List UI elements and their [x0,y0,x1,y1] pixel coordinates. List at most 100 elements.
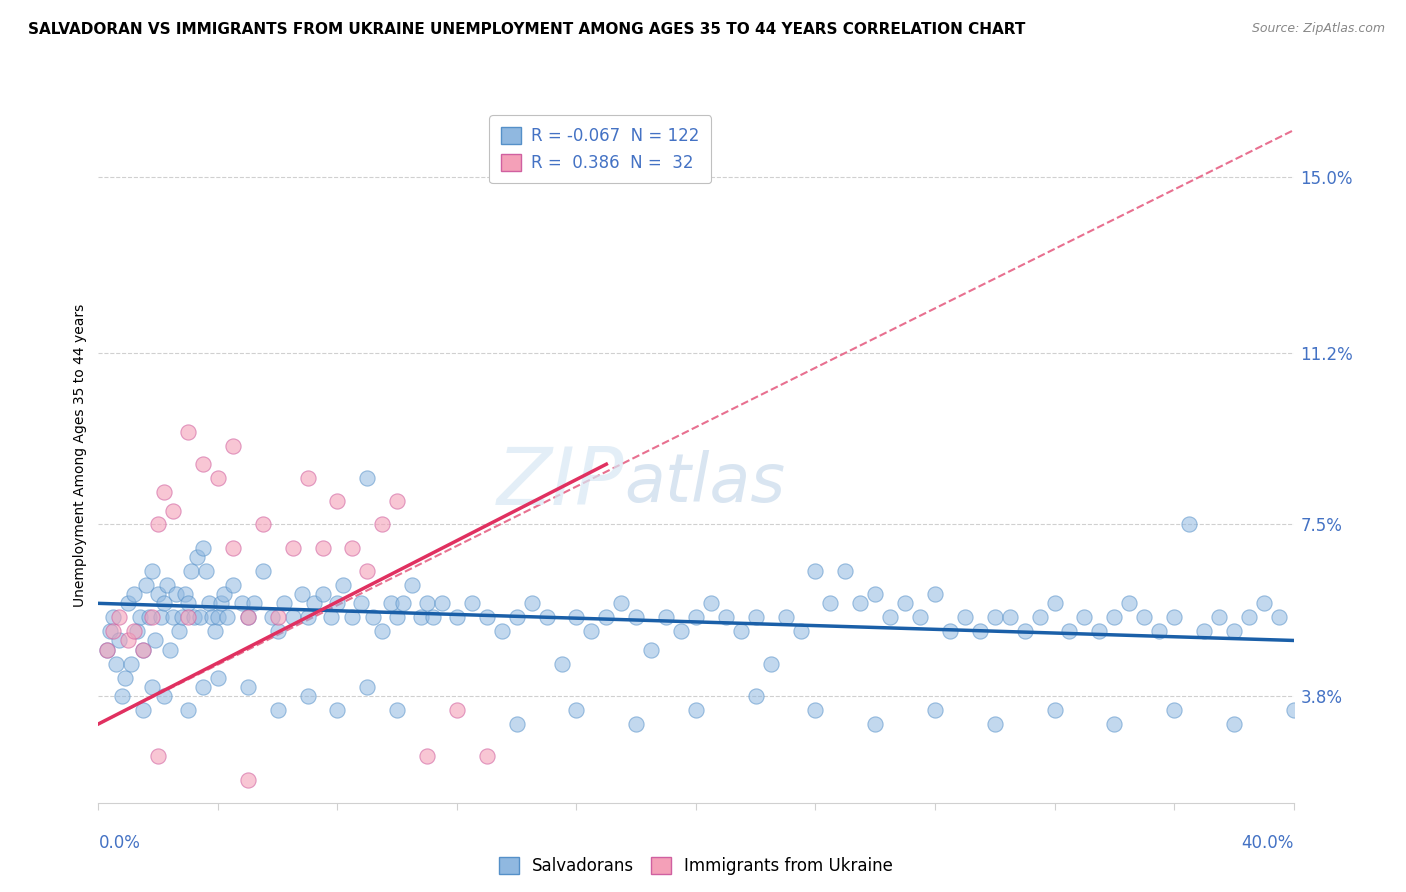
Point [143,633,166,648]
Point [1222,717,1246,731]
Point [222,578,245,592]
Point [177,703,200,717]
Point [201,610,224,624]
Point [350,596,373,610]
Point [461,596,484,610]
Point [100,624,122,639]
Point [191,457,214,471]
Point [371,624,394,639]
Point [159,642,181,657]
Point [180,564,202,578]
Point [655,610,678,624]
Point [1237,610,1260,624]
Point [1178,517,1201,532]
Point [172,610,194,624]
Point [953,610,976,624]
Point [207,471,229,485]
Text: Source: ZipAtlas.com: Source: ZipAtlas.com [1251,22,1385,36]
Point [96,642,118,657]
Point [385,703,409,717]
Point [356,564,378,578]
Point [1282,703,1305,717]
Point [148,587,170,601]
Point [186,549,208,564]
Point [1088,624,1111,639]
Point [1059,624,1081,639]
Point [141,610,163,624]
Point [446,610,468,624]
Point [204,624,226,639]
Point [281,541,304,555]
Point [1102,610,1125,624]
Point [215,610,238,624]
Point [153,689,176,703]
Legend: Salvadorans, Immigrants from Ukraine: Salvadorans, Immigrants from Ukraine [489,847,903,885]
Point [1043,703,1066,717]
Point [820,596,842,610]
Point [565,610,588,624]
Point [1043,596,1066,610]
Point [1118,596,1140,610]
Text: ZIP: ZIP [496,443,624,522]
Point [416,749,439,764]
Point [520,596,543,610]
Point [198,596,221,610]
Point [267,703,290,717]
Point [108,633,131,648]
Point [167,624,190,639]
Point [273,596,295,610]
Point [475,749,498,764]
Point [1208,610,1230,624]
Point [581,624,603,639]
Point [297,610,319,624]
Point [550,657,572,671]
Point [111,689,134,703]
Point [863,717,887,731]
Point [863,587,887,601]
Point [908,610,931,624]
Point [1147,624,1170,639]
Point [1014,624,1036,639]
Point [894,596,917,610]
Point [401,578,423,592]
Point [1028,610,1050,624]
Point [153,596,176,610]
Point [371,517,394,532]
Point [1267,610,1289,624]
Point [775,610,797,624]
Point [506,717,529,731]
Point [626,610,648,624]
Point [804,703,827,717]
Point [108,610,131,624]
Point [411,610,433,624]
Point [207,610,229,624]
Point [188,610,211,624]
Point [879,610,901,624]
Point [1163,703,1185,717]
Point [326,703,349,717]
Point [222,541,245,555]
Point [135,578,157,592]
Point [267,624,290,639]
Point [506,610,529,624]
Point [422,610,444,624]
Point [177,425,200,439]
Point [416,596,439,610]
Point [132,703,155,717]
Y-axis label: Unemployment Among Ages 35 to 44 years: Unemployment Among Ages 35 to 44 years [73,303,87,607]
Point [804,564,827,578]
Point [326,596,349,610]
Point [138,610,160,624]
Point [260,610,283,624]
Point [141,680,163,694]
Point [669,624,692,639]
Point [311,587,333,601]
Point [153,485,176,500]
Point [714,610,737,624]
Point [1133,610,1156,624]
Point [236,610,259,624]
Point [297,689,319,703]
Point [356,680,378,694]
Point [1102,717,1125,731]
Point [148,749,170,764]
